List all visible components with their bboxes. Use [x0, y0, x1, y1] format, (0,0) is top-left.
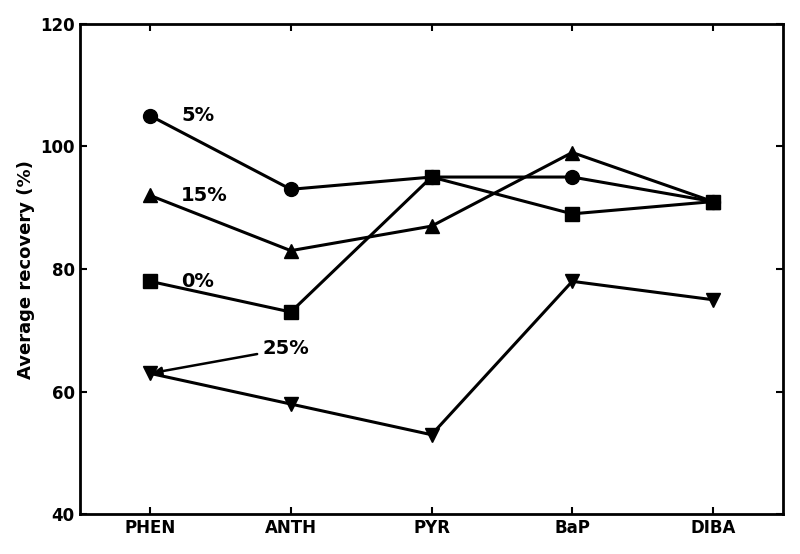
Text: 0%: 0% — [181, 272, 214, 291]
Text: 15%: 15% — [181, 186, 228, 205]
Text: 5%: 5% — [181, 106, 214, 125]
Y-axis label: Average recovery (%): Average recovery (%) — [17, 160, 34, 378]
Text: 25%: 25% — [155, 340, 310, 375]
